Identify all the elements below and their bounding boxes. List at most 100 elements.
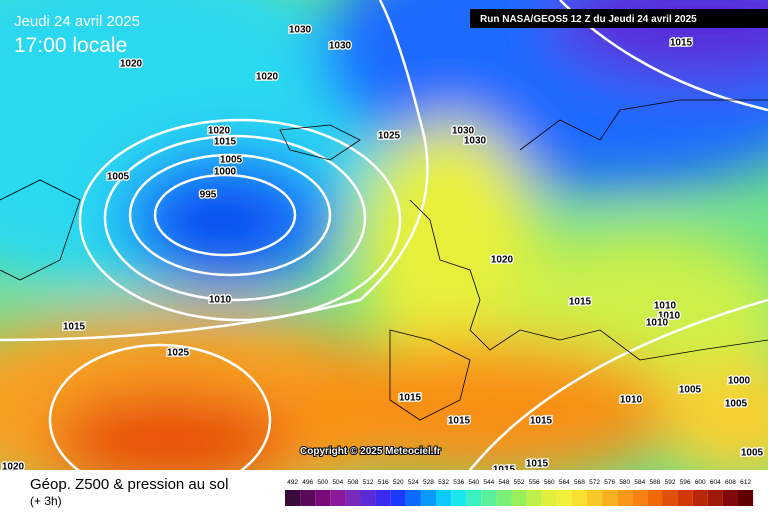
pressure-label: 1015	[214, 137, 237, 148]
legend-label: 548	[499, 479, 510, 486]
pressure-label: 1015	[399, 393, 422, 404]
legend-swatch	[722, 490, 738, 506]
legend-label: 544	[483, 479, 494, 486]
pressure-label: 1020	[256, 72, 279, 83]
legend-swatch	[405, 490, 421, 506]
pressure-label: 1005	[220, 155, 243, 166]
legend-label: 512	[363, 479, 374, 486]
pressure-label: 1015	[448, 416, 471, 427]
legend-label: 576	[604, 479, 615, 486]
legend-label: 520	[393, 479, 404, 486]
legend-swatch	[466, 490, 482, 506]
legend-swatch	[496, 490, 512, 506]
pressure-label: 1015	[670, 38, 693, 49]
pressure-label: 1015	[63, 322, 86, 333]
legend-label: 588	[650, 479, 661, 486]
pressure-label: 1000	[214, 167, 237, 178]
legend-swatch	[285, 490, 301, 506]
pressure-label: 1010	[654, 301, 677, 312]
legend-swatch	[541, 490, 557, 506]
legend-label: 580	[619, 479, 630, 486]
pressure-label: 1005	[741, 448, 764, 459]
run-label: Run NASA/GEOS5 12 Z du Jeudi 24 avril 20…	[480, 14, 697, 25]
legend-swatch	[451, 490, 467, 506]
legend-swatch	[662, 490, 678, 506]
legend-label: 524	[408, 479, 419, 486]
legend-swatch	[647, 490, 663, 506]
legend-swatch	[556, 490, 572, 506]
legend-label: 528	[423, 479, 434, 486]
footer-subtitle: (+ 3h)	[30, 494, 62, 508]
pressure-label: 1015	[569, 297, 592, 308]
legend-swatch	[360, 490, 376, 506]
pressure-label: 1030	[464, 136, 487, 147]
footer-title: Géop. Z500 & pression au sol	[30, 476, 228, 493]
legend-swatch	[511, 490, 527, 506]
pressure-label: 1015	[526, 459, 549, 470]
pressure-label: 1010	[658, 311, 681, 322]
legend-swatch	[617, 490, 633, 506]
legend-swatch	[481, 490, 497, 506]
legend-swatch	[692, 490, 708, 506]
pressure-label: 1005	[725, 399, 748, 410]
legend-swatch	[315, 490, 331, 506]
pressure-label: 1030	[452, 126, 475, 137]
date: Jeudi 24 avril 2025	[14, 13, 140, 30]
pressure-label: 1005	[679, 385, 702, 396]
pressure-label: 1015	[493, 465, 516, 476]
isobars	[0, 0, 768, 470]
legend-swatch	[375, 490, 391, 506]
legend-label: 608	[725, 479, 736, 486]
legend-label: 492	[287, 479, 298, 486]
legend-label: 540	[468, 479, 479, 486]
legend-label: 516	[378, 479, 389, 486]
legend-label: 572	[589, 479, 600, 486]
legend-label: 556	[529, 479, 540, 486]
local-time: 17:00 locale	[14, 34, 127, 57]
legend-label: 532	[438, 479, 449, 486]
legend-swatch	[632, 490, 648, 506]
color-legend: 492 496 500 504 508 512 516 520 524 528 532 536 540 5…	[285, 479, 754, 506]
legend-label: 596	[680, 479, 691, 486]
legend-label: 552	[514, 479, 525, 486]
pressure-label: 1000	[728, 376, 751, 387]
pressure-label: 1020	[491, 255, 514, 266]
legend-swatch	[602, 490, 618, 506]
coastlines	[0, 99, 768, 421]
pressure-label: 1015	[530, 416, 553, 427]
legend-swatch	[571, 490, 587, 506]
legend-label: 600	[695, 479, 706, 486]
legend-swatch	[330, 490, 346, 506]
legend-swatch	[436, 490, 452, 506]
legend-label: 536	[453, 479, 464, 486]
legend-swatch	[677, 490, 693, 506]
legend-swatch	[420, 490, 436, 506]
legend-label: 592	[665, 479, 676, 486]
legend-swatch	[707, 490, 723, 506]
legend-swatch	[300, 490, 316, 506]
legend-swatch	[587, 490, 603, 506]
pressure-label: 1020	[120, 59, 143, 70]
pressure-label: 1005	[107, 172, 130, 183]
legend-label: 560	[544, 479, 555, 486]
pressure-label: 1030	[289, 25, 312, 36]
legend-swatch	[345, 490, 361, 506]
pressure-label: 1020	[2, 462, 25, 473]
legend-label: 604	[710, 479, 721, 486]
legend-label: 496	[302, 479, 313, 486]
legend-label: 612	[740, 479, 751, 486]
legend-label: 564	[559, 479, 570, 486]
legend-swatch	[526, 490, 542, 506]
pressure-label: 1010	[620, 395, 643, 406]
pressure-label: 1025	[167, 348, 190, 359]
legend-label: 508	[348, 479, 359, 486]
pressure-label: 995	[200, 190, 217, 201]
run-box	[470, 9, 768, 28]
legend-label: 504	[332, 479, 343, 486]
legend-label: 500	[317, 479, 328, 486]
pressure-label: 1030	[329, 41, 352, 52]
pressure-label: 1010	[209, 295, 232, 306]
pressure-label: 1025	[378, 131, 401, 142]
